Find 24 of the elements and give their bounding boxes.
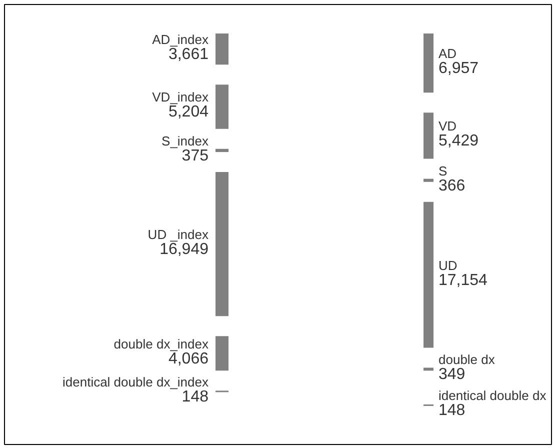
category-label: VD: [438, 118, 457, 134]
data-label: 17,154: [438, 272, 488, 289]
data-label: 3,661: [168, 46, 209, 64]
category-label: UD: [438, 258, 458, 273]
data-label: 4,066: [168, 350, 209, 368]
category-label: AD: [438, 46, 457, 62]
category-label: double dx_index: [114, 336, 209, 352]
category-label: AD_index: [152, 32, 209, 48]
data-label: 16,949: [160, 241, 209, 258]
data-label: 148: [438, 402, 466, 420]
data-label: 349: [438, 366, 466, 384]
data-label: 375: [182, 147, 209, 164]
category-label: double dx: [438, 352, 496, 368]
data-label: 366: [438, 177, 466, 194]
category-label: VD_index: [152, 90, 209, 105]
data-label: 5,429: [438, 132, 479, 150]
category-label: identical double dx_index: [62, 374, 209, 390]
category-label: UD _index: [148, 227, 209, 242]
category-label: identical double dx: [438, 388, 547, 404]
data-label: 148: [182, 388, 209, 406]
category-label: S_index: [162, 133, 209, 148]
data-label: 5,204: [168, 104, 209, 121]
category-label: S: [438, 163, 448, 178]
data-label: 6,957: [438, 60, 479, 78]
